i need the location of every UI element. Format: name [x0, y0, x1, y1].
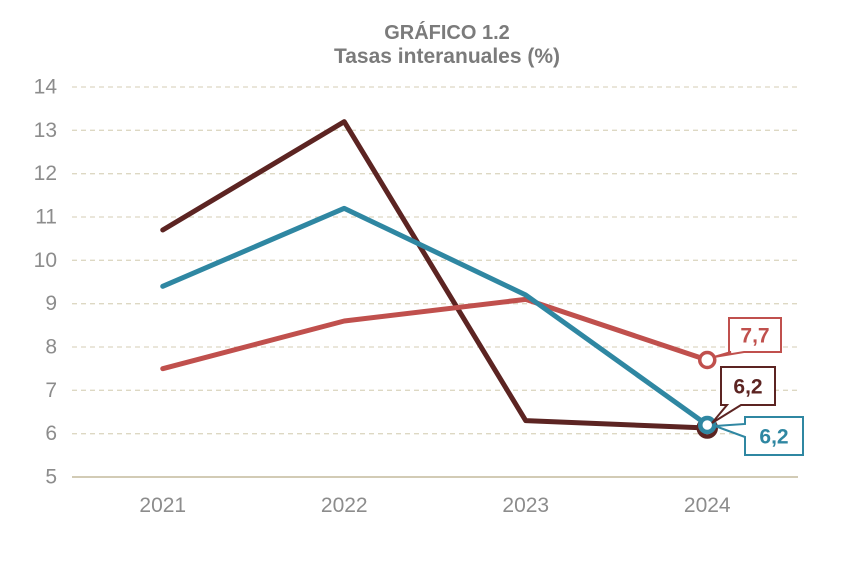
y-tick-label-9: 9 — [45, 292, 57, 315]
y-tick-label-5: 5 — [45, 466, 57, 489]
x-tick-label-2024: 2024 — [684, 494, 731, 517]
y-tick-label-14: 14 — [34, 76, 58, 99]
dark-red-line-end-label: 6,2 — [733, 376, 762, 399]
y-tick-label-10: 10 — [34, 249, 57, 272]
y-tick-label-6: 6 — [45, 422, 57, 445]
dark-red-line — [160, 119, 710, 431]
teal-line-end-marker — [698, 415, 717, 435]
teal-line-end-label: 6,2 — [759, 426, 788, 449]
red-line-end-marker — [698, 350, 717, 370]
y-tick-label-11: 11 — [35, 206, 57, 229]
red-line-callout-bubble — [713, 317, 782, 358]
y-tick-label-8: 8 — [45, 336, 57, 359]
y-tick-label-12: 12 — [34, 162, 57, 185]
teal-line — [160, 205, 710, 428]
x-tick-label-2023: 2023 — [502, 494, 549, 517]
x-tick-label-2022: 2022 — [321, 494, 368, 517]
red-line — [160, 296, 710, 372]
y-tick-label-13: 13 — [34, 119, 57, 142]
y-tick-label-7: 7 — [45, 379, 57, 402]
plot-area: 5 6 7 8 9 10 11 12 13 14 2021 2022 2023 2024 6,2 7,7 6,2 — [34, 76, 804, 517]
chart-subtitle: Tasas interanuales (%) — [334, 45, 560, 68]
dark-red-line-callout-bubble — [711, 366, 776, 424]
red-line-end-label: 7,7 — [740, 325, 769, 348]
chart-title: GRÁFICO 1.2 — [384, 21, 510, 44]
teal-line-callout-bubble — [714, 416, 804, 456]
x-tick-label-2021: 2021 — [139, 494, 186, 517]
